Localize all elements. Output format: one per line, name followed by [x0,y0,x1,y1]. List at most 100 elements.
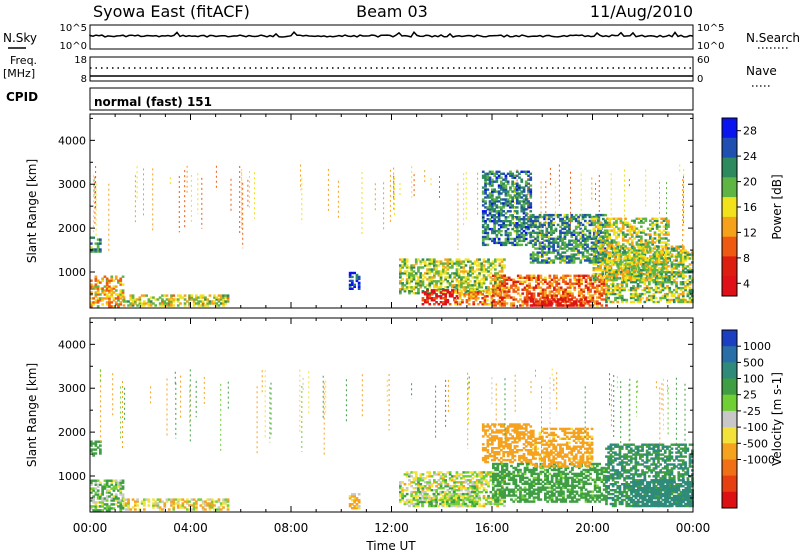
heatmap-cell [563,241,567,244]
heatmap-cell [469,487,472,490]
heatmap-cell [468,504,472,508]
heatmap-cell [672,265,676,268]
heatmap-cell [401,487,404,490]
heatmap-cell [555,280,558,283]
heatmap-cell [119,501,123,504]
heatmap-cell [485,489,488,492]
colorbar-swatch [722,118,737,139]
heatmap-cell [434,494,438,498]
heatmap-cell [105,301,109,304]
heatmap-cell [134,298,137,301]
heatmap-cell [410,492,413,496]
data-region [348,493,361,510]
heatmap-cell [494,274,497,277]
heatmap-cell [691,257,694,260]
heatmap-cell [520,180,524,183]
heatmap-cell [509,237,512,241]
heatmap-cell [565,221,569,225]
heatmap-cell [423,500,427,504]
heatmap-cell [565,213,569,217]
heatmap-cell [434,504,438,508]
heatmap-cell [511,206,514,209]
heatmap-cell [644,268,648,272]
heatmap-cell [582,296,586,299]
heatmap-cell [525,286,529,289]
heatmap-cell [399,280,402,283]
heatmap-cell [455,284,459,287]
heatmap-cell [639,281,642,284]
heatmap-cell [579,261,583,264]
heatmap-cell [428,473,432,476]
heatmap-cell [426,471,429,474]
heatmap-cell [562,274,565,277]
heatmap-cell [448,487,452,490]
heatmap-cell [658,261,661,264]
heatmap-cell [92,303,95,306]
heatmap-cell [149,296,153,299]
heatmap-cell [545,217,549,221]
heatmap-cell [477,490,481,494]
heatmap-cell [108,291,111,294]
heatmap-cell [534,239,537,242]
heatmap-cell [561,298,564,301]
heatmap-cell [500,502,504,506]
heatmap-cell [662,241,666,244]
heatmap-cell [167,298,171,301]
heatmap-cell [658,257,661,260]
heatmap-cell [412,490,416,494]
heatmap-cell [96,297,100,300]
heatmap-cell [462,260,466,263]
heatmap-cell [430,475,434,478]
heatmap-cell [599,237,602,240]
heatmap-cell [410,490,413,494]
heatmap-cell [604,213,607,217]
heatmap-cell [536,227,540,231]
heatmap-cell [483,289,487,292]
heatmap-cell [684,249,687,252]
freq-unit: [MHz] [3,67,35,80]
heatmap-cell [572,229,576,233]
heatmap-cell [481,174,485,177]
heatmap-cell [618,290,622,294]
heatmap-cell [469,471,472,474]
heatmap-cell [503,276,506,279]
heatmap-cell [457,494,461,498]
heatmap-cell [552,298,555,301]
heatmap-cell [635,231,639,234]
heatmap-cell [468,494,472,498]
heatmap-cell [603,223,607,226]
heatmap-cell [421,504,424,508]
heatmap-cell [460,502,463,506]
heatmap-cell [619,263,623,266]
heatmap-cell [443,490,447,494]
heatmap-cell [597,268,600,272]
heatmap-cell [597,272,600,276]
heatmap-cell [480,262,484,265]
heatmap-cell [435,502,438,506]
heatmap-cell [573,286,577,289]
heatmap-cell [659,288,662,292]
heatmap-cell [605,300,608,304]
heatmap-cell [96,440,100,443]
heatmap-cell [471,276,475,279]
heatmap-cell [461,293,464,296]
heatmap-cell [619,227,623,230]
heatmap-cell [653,245,657,248]
heatmap-cell [561,257,564,260]
heatmap-cell [672,273,676,276]
heatmap-cell [553,294,556,297]
data-region [592,217,670,282]
heatmap-cell [675,253,678,256]
heatmap-cell [457,286,461,289]
heatmap-cell [480,475,484,478]
heatmap-cell [675,277,678,280]
heatmap-cell [572,255,576,258]
heatmap-cell [181,502,185,505]
heatmap-cell [105,505,109,508]
heatmap-cell [471,485,475,488]
heatmap-cell [537,286,540,289]
heatmap-cell [439,282,443,285]
heatmap-cell [443,496,447,500]
heatmap-cell [541,253,544,256]
heatmap-cell [179,302,182,305]
